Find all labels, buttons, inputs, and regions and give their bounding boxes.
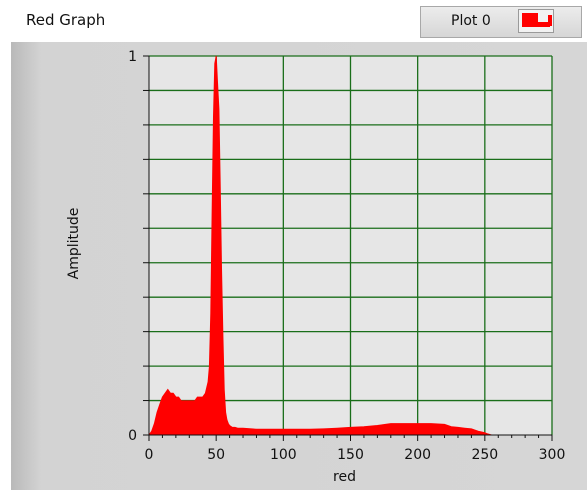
x-tick-label: 50 [207,447,225,463]
y-tick-label: 0 [128,428,137,444]
x-tick-label: 250 [471,447,498,463]
x-tick-label: 0 [145,447,154,463]
legend-swatch-graphic [522,13,552,27]
x-axis-title: red [333,469,356,485]
series-area-red[interactable] [148,55,492,436]
x-tick-label: 300 [539,447,566,463]
x-tick-label: 150 [337,447,364,463]
legend-plot-label: Plot 0 [451,13,491,29]
y-axis-title: Amplitude [66,208,82,280]
x-tick-label: 200 [404,447,431,463]
graph-title: Red Graph [26,11,106,29]
plot-legend[interactable]: Plot 0 [420,6,582,38]
x-tick-label: 100 [270,447,297,463]
legend-line-swatch-icon[interactable] [518,9,554,33]
y-tick-label: 1 [128,49,137,65]
